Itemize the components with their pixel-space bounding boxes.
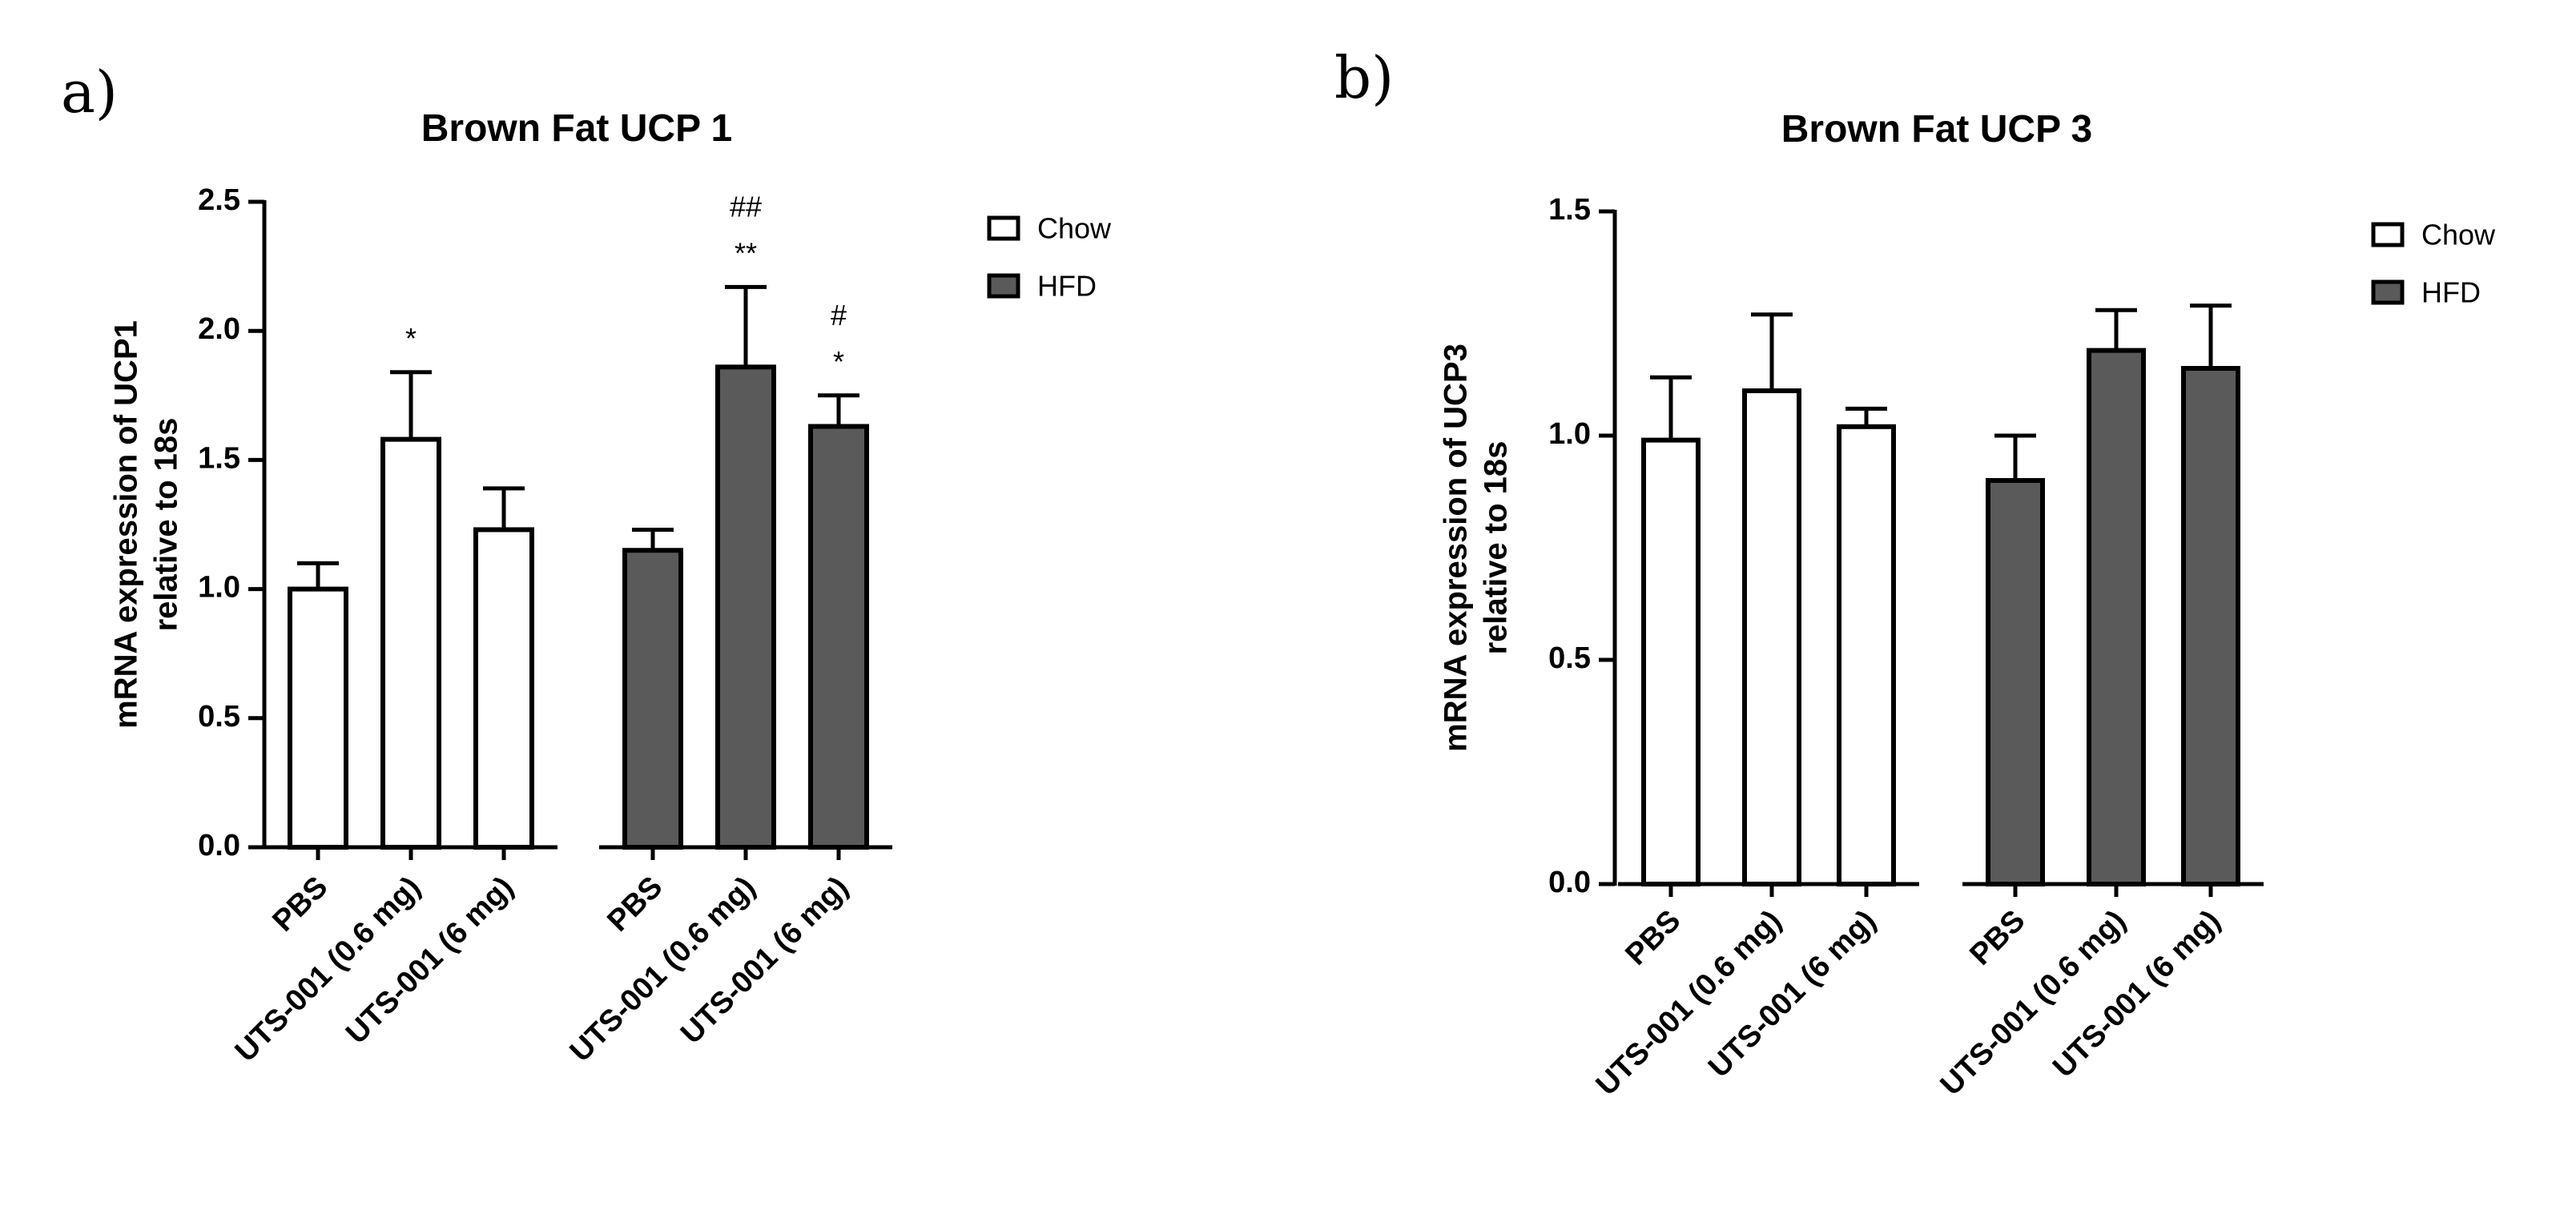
y-axis-label: mRNA expression of UCP3 xyxy=(1439,344,1474,752)
category-label: UTS-001 (6 mg) xyxy=(340,870,520,1051)
bar-chow-0 xyxy=(1641,437,1701,886)
y-tick-label: 1.0 xyxy=(198,571,240,605)
legend-swatch-chow xyxy=(2371,222,2405,247)
y-tick-label: 1.5 xyxy=(1548,193,1591,227)
chart-panel-a: a) Brown Fat UCP 1 mRNA expression of UCP1… xyxy=(61,58,1112,1068)
y-tick-label: 0.0 xyxy=(1548,866,1591,899)
legend-label-hfd: HFD xyxy=(2421,276,2481,309)
legend-swatch-hfd xyxy=(2371,279,2405,305)
y-tick-label: 0.5 xyxy=(198,700,240,734)
chart-title: Brown Fat UCP 1 xyxy=(421,107,733,150)
panel-label: b) xyxy=(1334,44,1394,111)
bar-chow-2 xyxy=(473,527,534,850)
significance-marker: * xyxy=(833,345,844,378)
legend-label-chow: Chow xyxy=(1037,212,1112,245)
category-label: UTS-001 (6 mg) xyxy=(2047,904,2227,1084)
y-axis-label: mRNA expression of UCP1 xyxy=(109,320,144,729)
y-tick-label: 0.5 xyxy=(1548,641,1591,675)
category-label: PBS xyxy=(1963,904,2031,972)
category-label: UTS-001 (6 mg) xyxy=(674,870,855,1051)
bar-chow-2 xyxy=(1837,424,1896,886)
category-label: UTS-001 (0.6 mg) xyxy=(1590,904,1789,1103)
bar-hfd-4 xyxy=(715,364,776,850)
legend-swatch-hfd xyxy=(987,273,1020,299)
chart-panel-b: b) Brown Fat UCP 3 mRNA expression of UCP3… xyxy=(1334,44,2496,1102)
y-tick-label: 2.5 xyxy=(198,183,240,217)
legend-swatch-chow xyxy=(987,215,1020,241)
y-tick-label: 1.0 xyxy=(1548,417,1591,451)
y-tick-label: 2.0 xyxy=(198,312,240,346)
bar-chow-1 xyxy=(1742,388,1801,886)
bar-chow-0 xyxy=(288,586,348,850)
bar-hfd-3 xyxy=(1986,478,2045,886)
bar-hfd-3 xyxy=(622,548,683,850)
chart-title: Brown Fat UCP 3 xyxy=(1781,108,2093,151)
bar-hfd-4 xyxy=(2087,348,2146,887)
y-axis-label-line2: relative to 18s xyxy=(149,418,184,632)
significance-marker: ## xyxy=(730,190,762,223)
category-label: PBS xyxy=(601,870,669,939)
bar-hfd-5 xyxy=(2181,366,2240,886)
panel-label: a) xyxy=(61,58,118,126)
category-label: PBS xyxy=(266,870,334,939)
significance-marker: ** xyxy=(735,236,757,269)
category-label: UTS-001 (6 mg) xyxy=(1702,904,1882,1084)
bar-hfd-5 xyxy=(808,424,869,850)
legend-label-hfd: HFD xyxy=(1037,270,1097,303)
y-tick-label: 1.5 xyxy=(198,441,240,475)
y-axis-label-line2: relative to 18s xyxy=(1479,441,1514,655)
category-label: UTS-001 (0.6 mg) xyxy=(1934,904,2133,1103)
category-label: PBS xyxy=(1619,904,1687,972)
significance-marker: # xyxy=(831,299,847,332)
bar-chow-1 xyxy=(380,436,441,850)
significance-marker: * xyxy=(405,322,417,355)
y-tick-label: 0.0 xyxy=(198,829,240,862)
legend-label-chow: Chow xyxy=(2421,219,2496,251)
